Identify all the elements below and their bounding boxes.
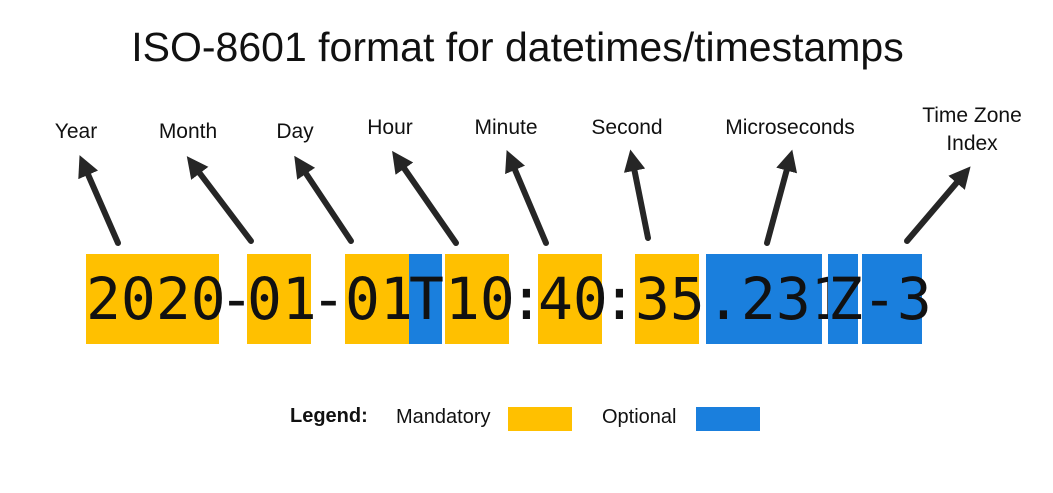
label-minute: Minute	[474, 116, 538, 139]
arrow-month	[186, 156, 254, 244]
label-day: Day	[276, 120, 314, 143]
segment-hour: 10	[445, 254, 515, 344]
diagram-title: ISO-8601 format for datetimes/timestamps	[131, 24, 904, 70]
arrow-minute	[505, 150, 549, 246]
segment-month: 01	[247, 254, 317, 344]
segment-t-separator: T	[409, 254, 444, 344]
label-hour: Hour	[367, 116, 413, 139]
separator-dash-1: -	[219, 265, 254, 333]
segment-z: Z	[828, 254, 863, 344]
arrow-hour	[392, 150, 459, 246]
legend-mandatory-swatch	[508, 407, 572, 431]
arrow-time-zone-index	[904, 166, 971, 244]
label-time-zone-index: Time Zone Index	[922, 102, 1022, 158]
arrow-microseconds	[764, 149, 798, 246]
segment-microseconds: .231	[706, 254, 846, 344]
label-second: Second	[591, 116, 663, 139]
label-year: Year	[54, 120, 98, 143]
segment-year: 2020	[86, 254, 226, 344]
arrow-year	[78, 155, 121, 246]
legend-optional-swatch	[696, 407, 760, 431]
segment-day: 01	[345, 254, 415, 344]
legend-optional-label: Optional	[602, 406, 677, 428]
legend-mandatory-label: Mandatory	[396, 406, 491, 428]
label-time-zone-line2: Index	[946, 132, 998, 155]
label-microseconds: Microseconds	[725, 116, 855, 139]
segment-time-zone-index: -3	[862, 254, 932, 344]
arrow-second	[623, 149, 651, 241]
separator-colon-1: :	[509, 265, 544, 333]
arrow-day	[294, 155, 354, 244]
segment-second: 35	[635, 254, 705, 344]
separator-dash-2: -	[311, 265, 346, 333]
label-time-zone-line1: Time Zone	[922, 104, 1022, 127]
separator-colon-2: :	[602, 265, 637, 333]
segment-minute: 40	[538, 254, 608, 344]
legend-title: Legend:	[290, 405, 368, 427]
label-month: Month	[158, 120, 218, 143]
